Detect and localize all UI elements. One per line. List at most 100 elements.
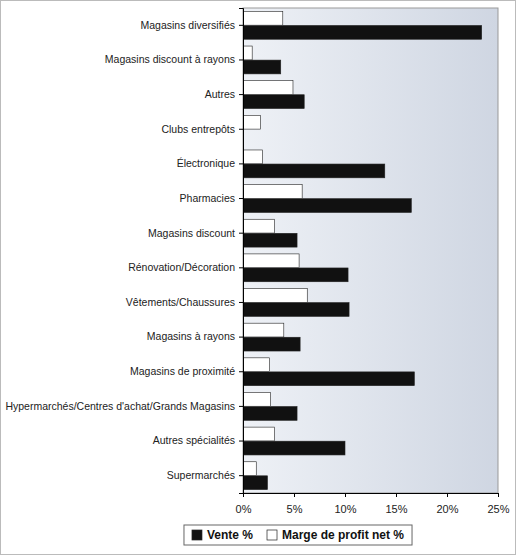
bar xyxy=(243,289,307,303)
bar xyxy=(243,164,385,178)
bar xyxy=(243,81,293,95)
tick-mark xyxy=(396,493,397,497)
bar xyxy=(243,462,256,476)
tick: Magasins discount à rayons xyxy=(105,53,243,65)
tick-mark xyxy=(239,25,243,26)
legend-swatch xyxy=(192,530,202,540)
tick-mark xyxy=(447,493,448,497)
legend: Vente % Marge de profit net % xyxy=(184,525,412,545)
chart: 0%5%10%15%20%25%Magasins diversifiésMaga… xyxy=(0,0,516,555)
category-label: Magasins discount xyxy=(148,227,235,239)
tick-mark xyxy=(239,337,243,338)
tick-mark xyxy=(239,94,243,95)
tick: Électronique xyxy=(177,157,243,169)
category-label: Autres xyxy=(205,88,235,100)
legend-box xyxy=(184,525,412,545)
y-axis: Magasins diversifiés Magasins discount à … xyxy=(5,9,243,494)
tick-mark xyxy=(239,475,243,476)
bar xyxy=(243,392,271,406)
legend-item: Vente % xyxy=(192,528,253,542)
tick-label: 20% xyxy=(436,503,458,515)
category-label: Supermarchés xyxy=(167,469,235,481)
bars xyxy=(243,11,482,489)
tick-label: 25% xyxy=(487,503,509,515)
x-axis: 0% 5% 10% 15% 20% 25% xyxy=(236,493,510,515)
tick-label: 15% xyxy=(385,503,407,515)
tick: Vêtements/Chaussures xyxy=(126,296,243,308)
tick-mark xyxy=(239,371,243,372)
tick: Rénovation/Décoration xyxy=(128,261,243,273)
tick-mark xyxy=(239,59,243,60)
bar xyxy=(243,407,297,421)
bar xyxy=(243,358,270,372)
bar xyxy=(243,233,297,247)
category-label: Hypermarchés/Centres d'achat/Grands Maga… xyxy=(5,400,235,412)
tick: Autres spécialités xyxy=(153,434,243,446)
legend-swatch xyxy=(267,530,277,540)
tick-mark xyxy=(345,493,346,497)
bar xyxy=(243,303,349,317)
outer-frame xyxy=(1,1,516,555)
tick-label: 10% xyxy=(334,503,356,515)
bar xyxy=(243,150,262,164)
tick: 15% xyxy=(385,493,407,515)
bar xyxy=(243,254,299,268)
tick-mark xyxy=(239,198,243,199)
bar xyxy=(243,219,275,233)
category-label: Magasins à rayons xyxy=(147,330,235,342)
category-label: Vêtements/Chaussures xyxy=(126,296,235,308)
series xyxy=(243,25,482,489)
category-label: Pharmacies xyxy=(180,192,235,204)
tick-mark xyxy=(239,406,243,407)
bar xyxy=(243,372,414,386)
bar xyxy=(243,199,411,213)
tick-mark xyxy=(239,441,243,442)
bar xyxy=(243,476,267,490)
bar xyxy=(243,46,252,60)
tick-label: 5% xyxy=(287,503,303,515)
tick-mark xyxy=(239,233,243,234)
series xyxy=(243,11,307,475)
tick: 10% xyxy=(334,493,356,515)
tick: Magasins de proximité xyxy=(130,365,243,377)
tick-mark xyxy=(239,302,243,303)
category-label: Électronique xyxy=(177,157,236,169)
tick: Magasins discount xyxy=(148,227,243,239)
legend-label: Marge de profit net % xyxy=(282,528,404,542)
plot: 0%5%10%15%20%25%Magasins diversifiésMaga… xyxy=(5,8,509,515)
tick-mark xyxy=(239,163,243,164)
bar xyxy=(243,337,300,351)
tick: 5% xyxy=(287,493,303,515)
tick: 25% xyxy=(487,493,509,515)
tick: Supermarchés xyxy=(167,469,243,481)
tick-mark xyxy=(294,493,295,497)
tick-mark xyxy=(498,493,499,497)
axis-line xyxy=(244,494,499,498)
category-label: Clubs entrepôts xyxy=(161,123,235,135)
bar xyxy=(243,441,345,455)
bar xyxy=(243,185,302,199)
tick: Clubs entrepôts xyxy=(161,123,243,135)
category-label: Magasins diversifiés xyxy=(140,19,235,31)
tick: Magasins à rayons xyxy=(147,330,243,342)
tick: 20% xyxy=(436,493,458,515)
legend-item: Marge de profit net % xyxy=(267,528,404,542)
bar xyxy=(243,115,260,129)
bar xyxy=(243,60,281,74)
tick: Autres xyxy=(205,88,243,100)
tick: Hypermarchés/Centres d'achat/Grands Maga… xyxy=(5,400,243,412)
bar xyxy=(243,25,482,39)
category-label: Magasins discount à rayons xyxy=(105,53,235,65)
tick-label: 0% xyxy=(236,503,252,515)
legend-label: Vente % xyxy=(207,528,253,542)
tick-mark xyxy=(239,129,243,130)
plot-background xyxy=(243,8,498,493)
bar xyxy=(243,427,275,441)
bar xyxy=(243,323,284,337)
axis-line xyxy=(239,9,244,494)
bar xyxy=(243,268,348,282)
bar xyxy=(243,95,304,109)
category-label: Magasins de proximité xyxy=(130,365,235,377)
category-label: Autres spécialités xyxy=(153,434,235,446)
category-label: Rénovation/Décoration xyxy=(128,261,235,273)
